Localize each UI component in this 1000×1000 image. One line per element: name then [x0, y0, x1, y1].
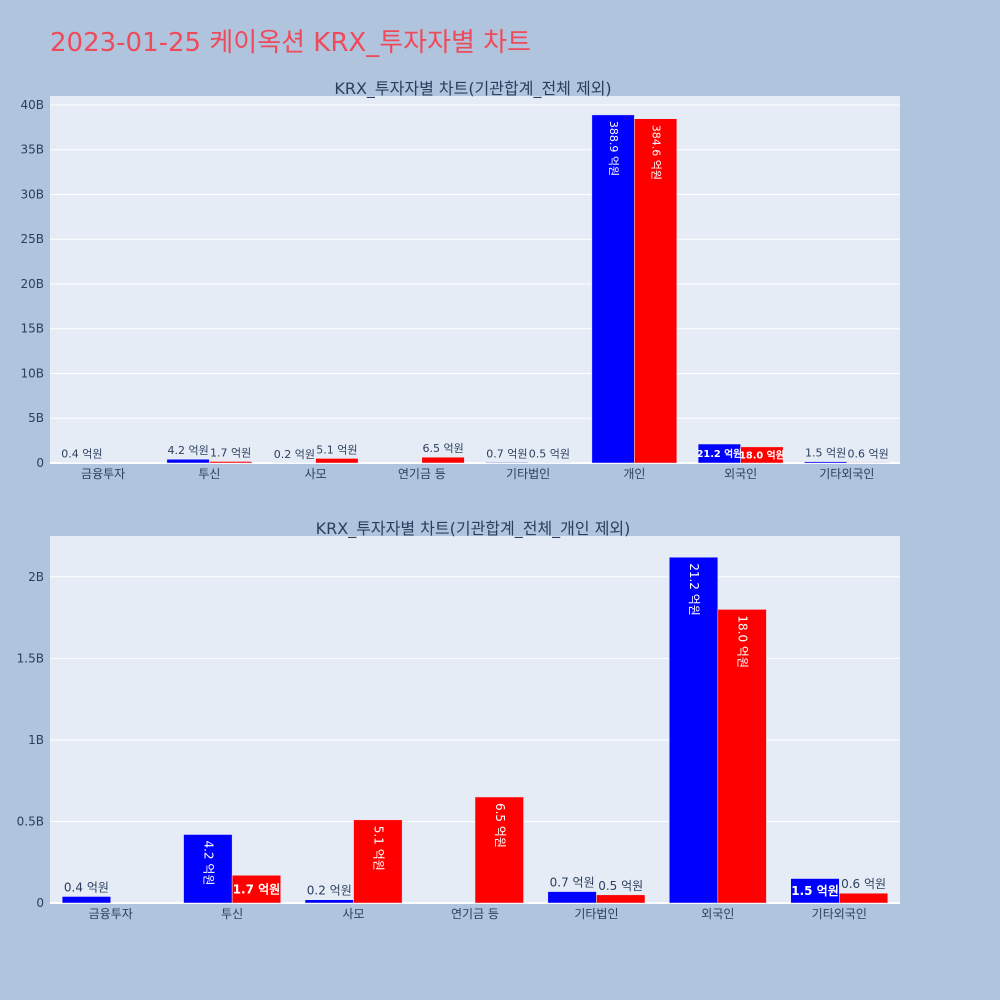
- chart2-bar: [596, 894, 646, 904]
- chart1-bar: [634, 118, 678, 464]
- chart2-ytick-label: 2B: [28, 570, 44, 584]
- chart1-value-label: 6.5 억원: [423, 442, 464, 455]
- chart2-bar: [839, 892, 889, 904]
- chart2-ytick-label: 1.5B: [17, 651, 44, 665]
- chart2-xtick-label: 외국인: [701, 907, 734, 921]
- chart2-value-label: 0.6 억원: [841, 877, 886, 891]
- chart1-value-label: 5.1 억원: [316, 443, 357, 456]
- chart1-bar: [166, 458, 210, 464]
- chart1-xtick-label: 기타법인: [506, 467, 550, 481]
- chart1-value-label: 0.4 억원: [61, 448, 102, 461]
- chart1-ytick-label: 25B: [20, 232, 44, 246]
- chart1-value-label: 18.0 억원: [739, 448, 785, 461]
- chart2-bar: [547, 891, 597, 904]
- chart2-bar: [717, 609, 767, 904]
- chart1-ytick-label: 30B: [20, 187, 44, 201]
- chart1-value-label: 388.9 억원: [607, 121, 620, 176]
- chart2-xtick-label: 투신: [221, 907, 243, 921]
- chart2-bar: [61, 896, 111, 904]
- chart1-value-label: 0.5 억원: [529, 448, 570, 461]
- chart2-xtick-label: 기타외국인: [812, 907, 867, 921]
- chart2-bar: [790, 878, 840, 904]
- chart1-bar: [315, 458, 359, 464]
- chart1-value-label: 1.7 억원: [210, 446, 251, 459]
- chart1-bar: [485, 462, 529, 464]
- chart1-xtick-label: 외국인: [724, 467, 757, 481]
- chart2-xtick-label: 기타법인: [574, 907, 618, 921]
- chart2-value-label: 0.2 억원: [307, 884, 352, 898]
- chart1-ytick-label: 10B: [20, 366, 44, 380]
- chart1-xtick-label: 투신: [198, 467, 220, 481]
- chart1-ytick-label: 20B: [20, 277, 44, 291]
- chart2-value-label: 5.1 억원: [371, 826, 385, 871]
- chart2-ytick-label: 0: [36, 896, 44, 910]
- chart2-ytick-label: 0.5B: [17, 814, 44, 828]
- chart2-value-label: 1.7 억원: [233, 882, 281, 896]
- chart1-ytick-label: 15B: [20, 322, 44, 336]
- chart2-xtick-label: 연기금 등: [451, 907, 499, 921]
- chart2-xtick-label: 금융투자: [89, 907, 133, 921]
- chart1-bar: [846, 462, 890, 464]
- chart2-value-label: 1.5 억원: [791, 884, 839, 898]
- chart1-xtick-label: 사모: [305, 467, 327, 481]
- chart2-title: KRX_투자자별 차트(기관합계_전체_개인 제외): [316, 519, 631, 539]
- chart1-plot-area: [50, 96, 900, 463]
- chart1-xtick-label: 기타외국인: [819, 467, 874, 481]
- chart2-value-label: 18.0 억원: [736, 615, 750, 668]
- chart1-ytick-label: 0: [36, 456, 44, 470]
- chart1-value-label: 1.5 억원: [805, 447, 846, 460]
- chart2-value-label: 0.5 억원: [598, 879, 643, 893]
- chart2-bar: [353, 819, 403, 904]
- chart2-bar: [669, 556, 719, 904]
- chart1-bar: [591, 114, 635, 464]
- chart1-bar: [421, 456, 465, 464]
- chart1-bar: [740, 446, 784, 464]
- chart2-ytick-label: 1B: [28, 733, 44, 747]
- chart2-bar: [304, 899, 354, 904]
- chart1-value-label: 0.7 억원: [486, 447, 527, 460]
- chart2-bar: [474, 796, 524, 904]
- chart1-bar: [804, 461, 848, 464]
- chart2-value-label: 4.2 억원: [201, 840, 215, 885]
- chart2-value-label: 0.7 억원: [550, 876, 595, 890]
- chart2-value-label: 0.4 억원: [64, 880, 109, 894]
- chart1-ytick-label: 40B: [20, 98, 44, 112]
- chart2-value-label: 21.2 억원: [687, 563, 701, 616]
- chart1-value-label: 4.2 억원: [168, 444, 209, 457]
- chart2-xtick-label: 사모: [343, 907, 365, 921]
- chart2-bar: [183, 834, 233, 904]
- chart1-ytick-label: 35B: [20, 143, 44, 157]
- chart1-value-label: 384.6 억원: [650, 125, 663, 180]
- page-title: 2023-01-25 케이옥션 KRX_투자자별 차트: [50, 28, 532, 58]
- chart2-value-label: 6.5 억원: [493, 803, 507, 848]
- chart1-bar: [209, 461, 253, 464]
- chart1-ytick-label: 5B: [28, 411, 44, 425]
- chart2-bar: [231, 875, 281, 904]
- chart1-xtick-label: 개인: [623, 467, 645, 481]
- chart1-xtick-label: 금융투자: [81, 467, 125, 481]
- chart1-value-label: 21.2 억원: [697, 447, 743, 460]
- chart1-xtick-label: 연기금 등: [398, 467, 446, 481]
- chart1-value-label: 0.2 억원: [274, 448, 315, 461]
- chart1-title: KRX_투자자별 차트(기관합계_전체 제외): [334, 79, 611, 99]
- chart1-value-label: 0.6 억원: [848, 447, 889, 460]
